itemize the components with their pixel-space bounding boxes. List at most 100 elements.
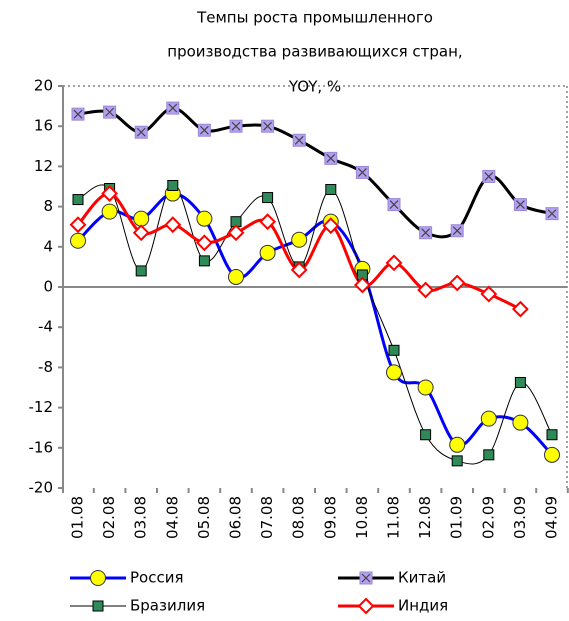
- marker: [227, 224, 245, 242]
- x-tick-label: 01.08: [69, 496, 87, 539]
- marker-shape: [72, 194, 84, 206]
- marker-shape: [105, 107, 115, 117]
- marker-shape: [164, 216, 182, 234]
- marker: [322, 217, 340, 235]
- marker: [70, 232, 86, 249]
- marker: [480, 285, 498, 303]
- marker-shape: [421, 228, 431, 238]
- marker-shape: [198, 255, 210, 267]
- marker-shape: [231, 121, 241, 131]
- marker: [388, 344, 400, 356]
- marker-shape: [357, 597, 375, 615]
- x-tick-label: 01.09: [448, 496, 466, 539]
- legend-label: Россия: [130, 569, 184, 587]
- marker-shape: [386, 364, 402, 381]
- marker: [448, 274, 466, 292]
- marker-shape: [291, 231, 308, 248]
- y-tick-label: 20: [34, 77, 53, 95]
- x-tick-label: 08.08: [290, 496, 308, 539]
- marker-shape: [228, 268, 244, 285]
- marker: [133, 210, 150, 227]
- chart-title: Темпы роста промышленного: [196, 9, 433, 27]
- x-tick-label: 09.08: [321, 496, 339, 539]
- x-tick-label: 05.08: [195, 496, 213, 539]
- marker-shape: [199, 125, 209, 135]
- marker: [71, 107, 85, 121]
- marker: [325, 184, 337, 196]
- marker: [228, 268, 244, 285]
- marker-shape: [511, 300, 529, 318]
- marker: [480, 410, 497, 427]
- marker: [101, 185, 119, 202]
- x-tick-label: 04.08: [163, 496, 181, 539]
- marker-shape: [480, 410, 497, 427]
- marker-shape: [167, 179, 179, 191]
- marker-shape: [357, 168, 367, 177]
- marker-shape: [388, 344, 400, 356]
- y-tick-label: -16: [29, 438, 54, 456]
- x-tick-label: 04.09: [543, 496, 561, 539]
- marker: [69, 216, 87, 234]
- marker: [357, 597, 375, 615]
- y-tick-label: 8: [43, 197, 53, 215]
- marker-shape: [417, 379, 434, 396]
- marker: [450, 224, 464, 238]
- marker-shape: [326, 153, 336, 163]
- marker-shape: [484, 172, 494, 181]
- y-tick-label: -20: [29, 479, 54, 497]
- marker: [101, 203, 118, 220]
- marker-shape: [451, 455, 463, 467]
- marker: [262, 192, 274, 204]
- marker-shape: [452, 226, 462, 236]
- marker-shape: [135, 265, 147, 277]
- marker: [355, 165, 369, 179]
- marker-shape: [195, 234, 213, 252]
- marker: [259, 213, 277, 231]
- marker-shape: [420, 429, 432, 441]
- y-tick-label: -8: [38, 358, 53, 376]
- marker: [259, 244, 276, 261]
- legend-label: Китай: [398, 569, 446, 587]
- marker-shape: [449, 436, 466, 453]
- marker: [229, 119, 243, 133]
- chart-title: производства развивающихся стран,: [167, 43, 462, 61]
- legend-label: Индия: [398, 597, 448, 615]
- marker-shape: [325, 184, 337, 196]
- marker: [134, 125, 148, 139]
- marker: [167, 179, 179, 191]
- marker: [449, 436, 466, 453]
- marker-shape: [290, 261, 308, 279]
- marker: [514, 376, 526, 388]
- x-tick-label: 02.09: [479, 496, 497, 539]
- marker: [544, 446, 560, 463]
- marker: [419, 226, 433, 240]
- marker: [353, 276, 371, 294]
- marker: [420, 429, 432, 441]
- marker: [546, 429, 558, 441]
- marker: [513, 198, 527, 212]
- marker-shape: [514, 376, 526, 388]
- marker-shape: [515, 200, 525, 210]
- marker-shape: [546, 429, 558, 441]
- marker: [196, 210, 213, 227]
- marker-shape: [259, 213, 277, 231]
- marker-shape: [322, 217, 340, 235]
- marker: [92, 600, 104, 612]
- marker-shape: [70, 232, 86, 249]
- marker: [511, 300, 529, 318]
- x-tick-label: 06.08: [227, 496, 245, 539]
- marker-shape: [132, 224, 150, 242]
- marker-shape: [448, 274, 466, 292]
- marker-shape: [73, 109, 83, 119]
- marker: [135, 265, 147, 277]
- marker-shape: [168, 103, 178, 113]
- x-tick-label: 03.08: [132, 496, 150, 539]
- marker-shape: [136, 127, 146, 137]
- marker: [385, 254, 403, 272]
- marker: [198, 255, 210, 267]
- marker-shape: [512, 414, 529, 431]
- x-tick-label: 02.08: [100, 496, 118, 539]
- marker-shape: [385, 254, 403, 272]
- series-line: [76, 192, 522, 311]
- marker: [103, 105, 117, 119]
